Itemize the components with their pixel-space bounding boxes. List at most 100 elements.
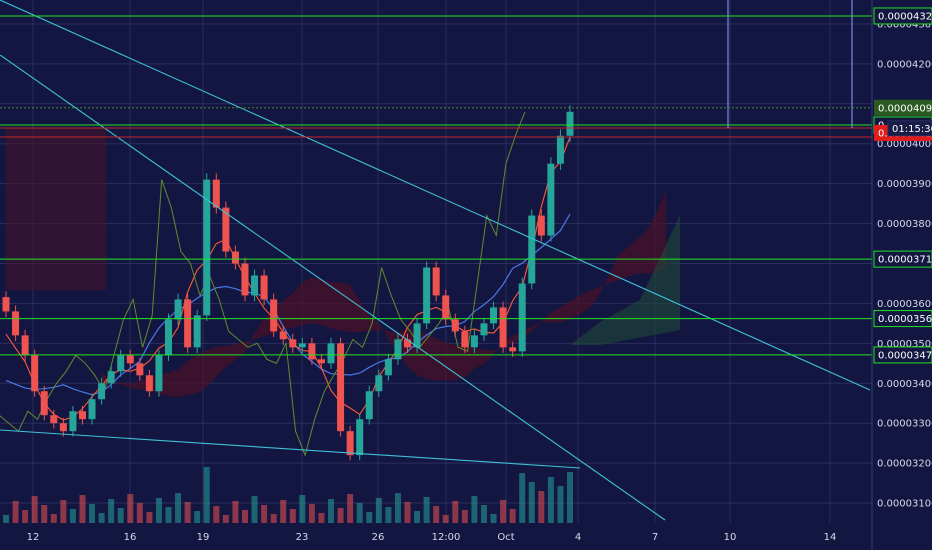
volume-bar [3, 515, 9, 523]
x-tick-label: 16 [124, 532, 137, 543]
volume-bar [433, 506, 440, 523]
candle [537, 215, 545, 236]
volume-bar [203, 467, 210, 523]
volume-bar [289, 509, 296, 523]
volume-bar [385, 507, 392, 523]
price-axis [872, 0, 932, 550]
volume-bar [41, 505, 48, 523]
volume-bar [117, 508, 124, 523]
volume-bar [442, 515, 449, 523]
volume-bar [98, 513, 105, 523]
volume-bar [136, 503, 143, 523]
y-tick-label: 0.00003800 [877, 219, 932, 230]
volume-bar [155, 498, 162, 523]
level-tag-box [874, 99, 932, 116]
candle [346, 431, 354, 456]
volume-bar [375, 498, 382, 523]
candle [126, 355, 134, 364]
volume-bar [241, 510, 248, 523]
volume-bar [261, 505, 268, 523]
x-tick-label: 10 [724, 532, 737, 543]
volume-bar [480, 505, 487, 523]
volume-bar [337, 508, 344, 523]
volume-bar [232, 501, 239, 523]
y-tick-label: 0.00003300 [877, 419, 932, 430]
volume-bar [251, 496, 258, 523]
ichimoku-cloud-left [6, 128, 106, 290]
volume-bar [500, 500, 507, 523]
ichimoku-cloud-future [570, 215, 680, 345]
candle [270, 299, 278, 332]
volume-bar [509, 509, 516, 523]
volume-bar [22, 510, 29, 523]
candle [107, 371, 115, 384]
x-tick-label: 19 [197, 532, 210, 543]
candle [31, 355, 39, 392]
candle [241, 263, 249, 296]
volume-bar [557, 486, 564, 523]
volume-bar [60, 500, 67, 523]
candle [50, 415, 58, 424]
volume-bar [347, 494, 354, 523]
candle [490, 307, 498, 324]
level-tag: 0.00003471 [878, 350, 932, 361]
candle [59, 423, 67, 432]
candle [2, 297, 10, 312]
level-tag-box [873, 346, 932, 364]
volume-bar [461, 510, 468, 523]
volume-bar [69, 509, 76, 523]
volume-bar [146, 512, 153, 523]
level-tag-box [873, 310, 932, 328]
candle [165, 319, 173, 356]
candle [337, 343, 345, 432]
y-tick-label: 0.00004000 [877, 139, 932, 150]
x-tick-label: 4 [575, 532, 581, 543]
volume-bar [299, 495, 306, 523]
volume-bar [79, 495, 86, 523]
candle [499, 307, 507, 348]
candle [21, 335, 29, 356]
candle [155, 355, 163, 392]
candle [78, 411, 86, 420]
x-tick-label: 14 [824, 532, 837, 543]
volume-bar [471, 496, 478, 523]
candle [480, 323, 488, 336]
candle [212, 179, 220, 208]
volume-bar [528, 482, 535, 523]
volume-bar [366, 512, 373, 523]
x-tick-label: 7 [652, 532, 658, 543]
candle [12, 311, 20, 336]
x-tick-label: 23 [296, 532, 309, 543]
volume-bar [490, 514, 497, 523]
x-tick-label: 12:00 [432, 532, 461, 543]
candle [432, 267, 440, 296]
volume-bar [423, 497, 430, 523]
volume-bar [213, 506, 220, 523]
trendline-lower [0, 429, 581, 469]
candle [222, 207, 230, 252]
y-tick-label: 0.00003600 [877, 299, 932, 310]
countdown-box [887, 120, 932, 137]
y-tick-label: 0.00003400 [877, 379, 932, 390]
y-tick-label: 0.00004300 [877, 19, 932, 30]
volume-bar [184, 502, 191, 523]
level-tag-box [873, 250, 932, 268]
candle [136, 363, 144, 376]
volume-bar [519, 473, 526, 523]
y-tick-label: 0.00003100 [877, 499, 932, 510]
candle [69, 411, 77, 432]
volume-bar [414, 511, 421, 523]
volume-bar [538, 491, 545, 523]
volume-bar [270, 514, 277, 523]
candle [566, 111, 574, 136]
level-tag-box [873, 7, 932, 25]
candle [279, 331, 287, 340]
candle [528, 215, 536, 284]
y-tick-label: 0.00003200 [877, 459, 932, 470]
candle [203, 179, 211, 316]
candle [289, 339, 297, 348]
candle [518, 283, 526, 352]
